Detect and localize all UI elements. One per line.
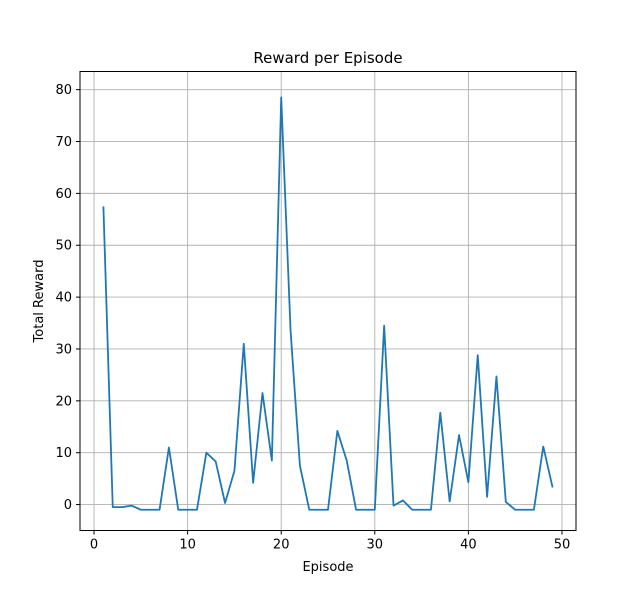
y-tick-label-8: 80 [55, 83, 72, 98]
y-tick-label-4: 40 [55, 291, 72, 306]
x-tick-label-4: 40 [460, 538, 477, 553]
y-axis-label: Total Reward [32, 260, 47, 344]
y-tick-label-6: 60 [55, 187, 72, 202]
x-tick-label-1: 10 [179, 538, 196, 553]
x-tick-label-0: 0 [90, 538, 98, 553]
plot-frame [79, 71, 577, 531]
x-tick-label-5: 50 [554, 538, 571, 553]
y-axis-ticks: 0 10 20 30 40 50 60 70 80 [55, 83, 80, 513]
y-tick-label-3: 30 [55, 342, 72, 357]
y-tick-label-1: 10 [55, 446, 72, 461]
x-tick-label-3: 30 [367, 538, 384, 553]
x-axis-ticks: 0 10 20 30 40 50 [90, 530, 571, 553]
series-layer [102, 96, 554, 511]
series-line-0 [102, 96, 554, 511]
x-tick-label-2: 20 [273, 538, 290, 553]
y-tick-label-2: 20 [55, 394, 72, 409]
y-tick-label-7: 70 [55, 135, 72, 150]
x-axis-label: Episode [302, 560, 353, 575]
y-tick-label-5: 50 [55, 239, 72, 254]
chart-title: Reward per Episode [253, 49, 402, 67]
y-tick-label-0: 0 [64, 498, 72, 513]
grid-lines [80, 71, 576, 531]
